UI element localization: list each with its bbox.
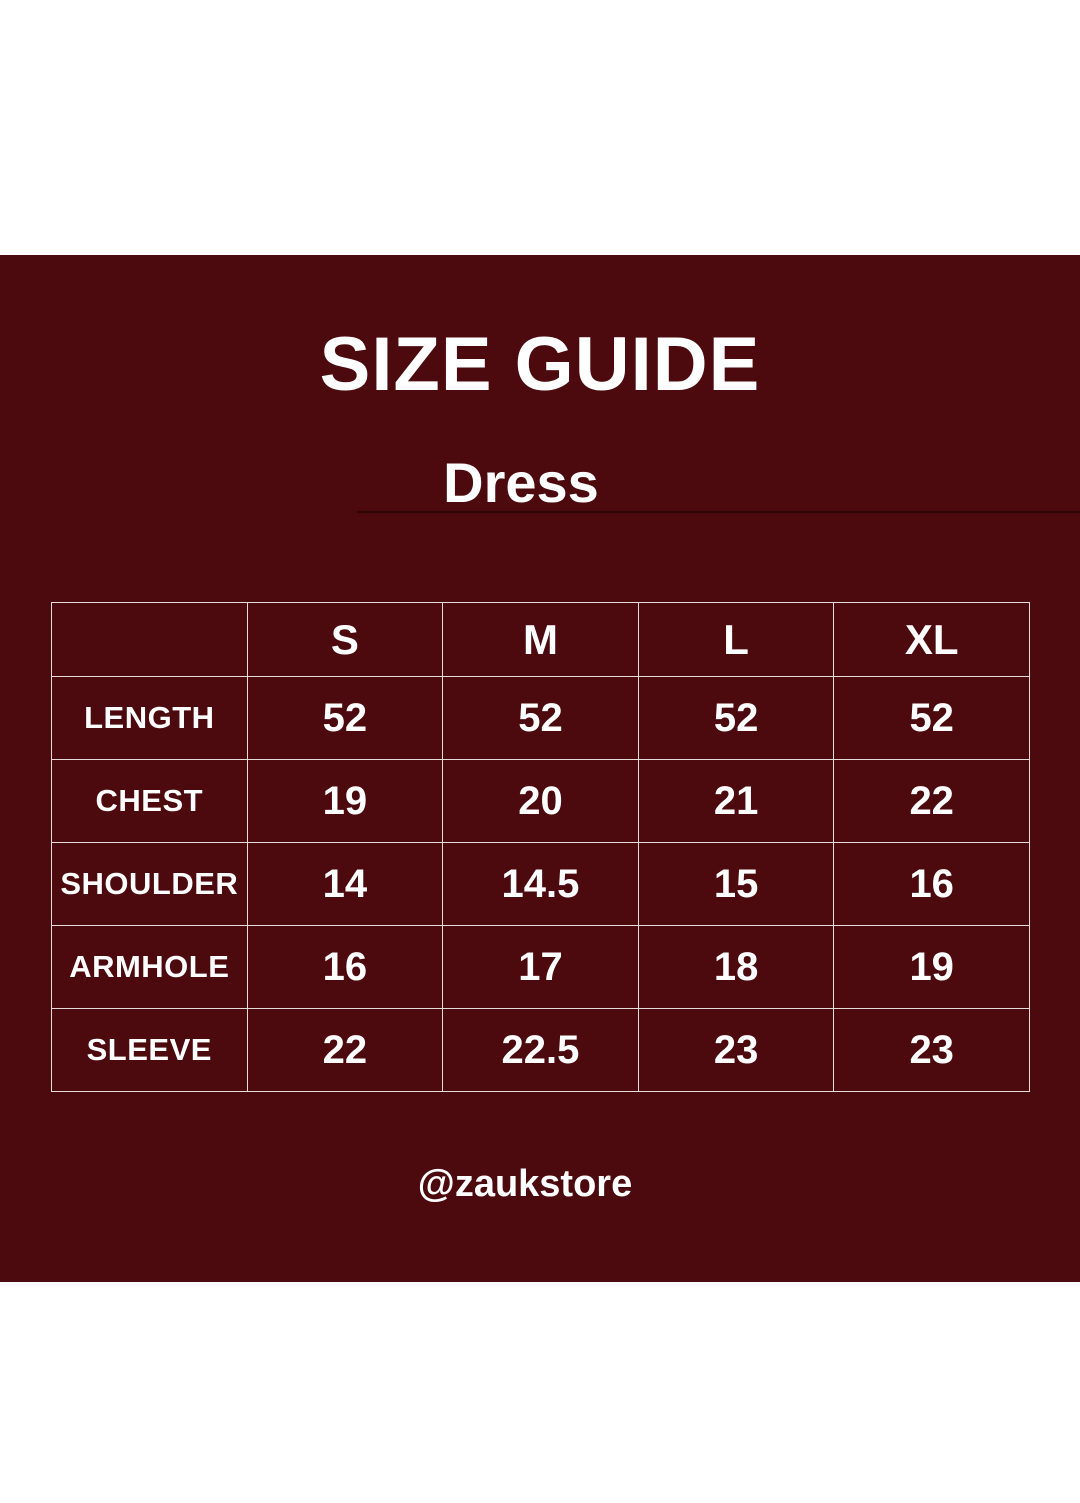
cell-length-m: 52	[442, 676, 639, 760]
cell-sleeve-xl: 23	[833, 1008, 1030, 1092]
table-row-chest: CHEST 19 20 21 22	[51, 759, 1030, 843]
maroon-panel: SIZE GUIDE Dress S M L XL LENGTH 52 52 5…	[0, 255, 1080, 1282]
row-label-shoulder: SHOULDER	[51, 842, 248, 926]
page-title: SIZE GUIDE	[319, 322, 761, 407]
column-header-m: M	[442, 602, 639, 677]
category-subtitle: Dress	[443, 451, 599, 514]
bottom-white-band	[0, 1282, 1080, 1503]
cell-shoulder-l: 15	[637, 842, 835, 926]
cell-chest-l: 21	[637, 759, 835, 843]
size-table: S M L XL LENGTH 52 52 52 52 CHEST 19 20	[51, 602, 1030, 1092]
row-label-length: LENGTH	[51, 676, 248, 760]
size-table-header-row: S M L XL	[51, 602, 1030, 677]
cell-shoulder-xl: 16	[833, 842, 1030, 926]
cell-armhole-xl: 19	[833, 925, 1030, 1009]
row-label-chest: CHEST	[51, 759, 248, 843]
cell-length-xl: 52	[833, 676, 1030, 760]
row-label-sleeve: SLEEVE	[51, 1008, 248, 1092]
table-row-shoulder: SHOULDER 14 14.5 15 16	[51, 842, 1030, 926]
corner-cell	[51, 602, 248, 677]
cell-chest-s: 19	[246, 759, 444, 843]
cell-length-s: 52	[246, 676, 444, 760]
cell-armhole-l: 18	[637, 925, 835, 1009]
table-row-armhole: ARMHOLE 16 17 18 19	[51, 925, 1030, 1009]
cell-chest-m: 20	[442, 759, 639, 843]
cell-length-l: 52	[637, 676, 835, 760]
subtitle-underline	[357, 511, 1080, 513]
cell-chest-xl: 22	[833, 759, 1030, 843]
top-white-band	[0, 0, 1080, 255]
cell-sleeve-s: 22	[246, 1008, 444, 1092]
column-header-s: S	[246, 602, 444, 677]
column-header-xl: XL	[833, 602, 1030, 677]
row-label-armhole: ARMHOLE	[51, 925, 248, 1009]
table-row-length: LENGTH 52 52 52 52	[51, 676, 1030, 760]
store-handle: @zaukstore	[417, 1163, 633, 1205]
cell-sleeve-m: 22.5	[442, 1008, 639, 1092]
column-header-l: L	[637, 602, 835, 677]
cell-armhole-m: 17	[442, 925, 639, 1009]
cell-armhole-s: 16	[246, 925, 444, 1009]
table-row-sleeve: SLEEVE 22 22.5 23 23	[51, 1008, 1030, 1092]
cell-shoulder-m: 14.5	[442, 842, 639, 926]
cell-sleeve-l: 23	[637, 1008, 835, 1092]
cell-shoulder-s: 14	[246, 842, 444, 926]
